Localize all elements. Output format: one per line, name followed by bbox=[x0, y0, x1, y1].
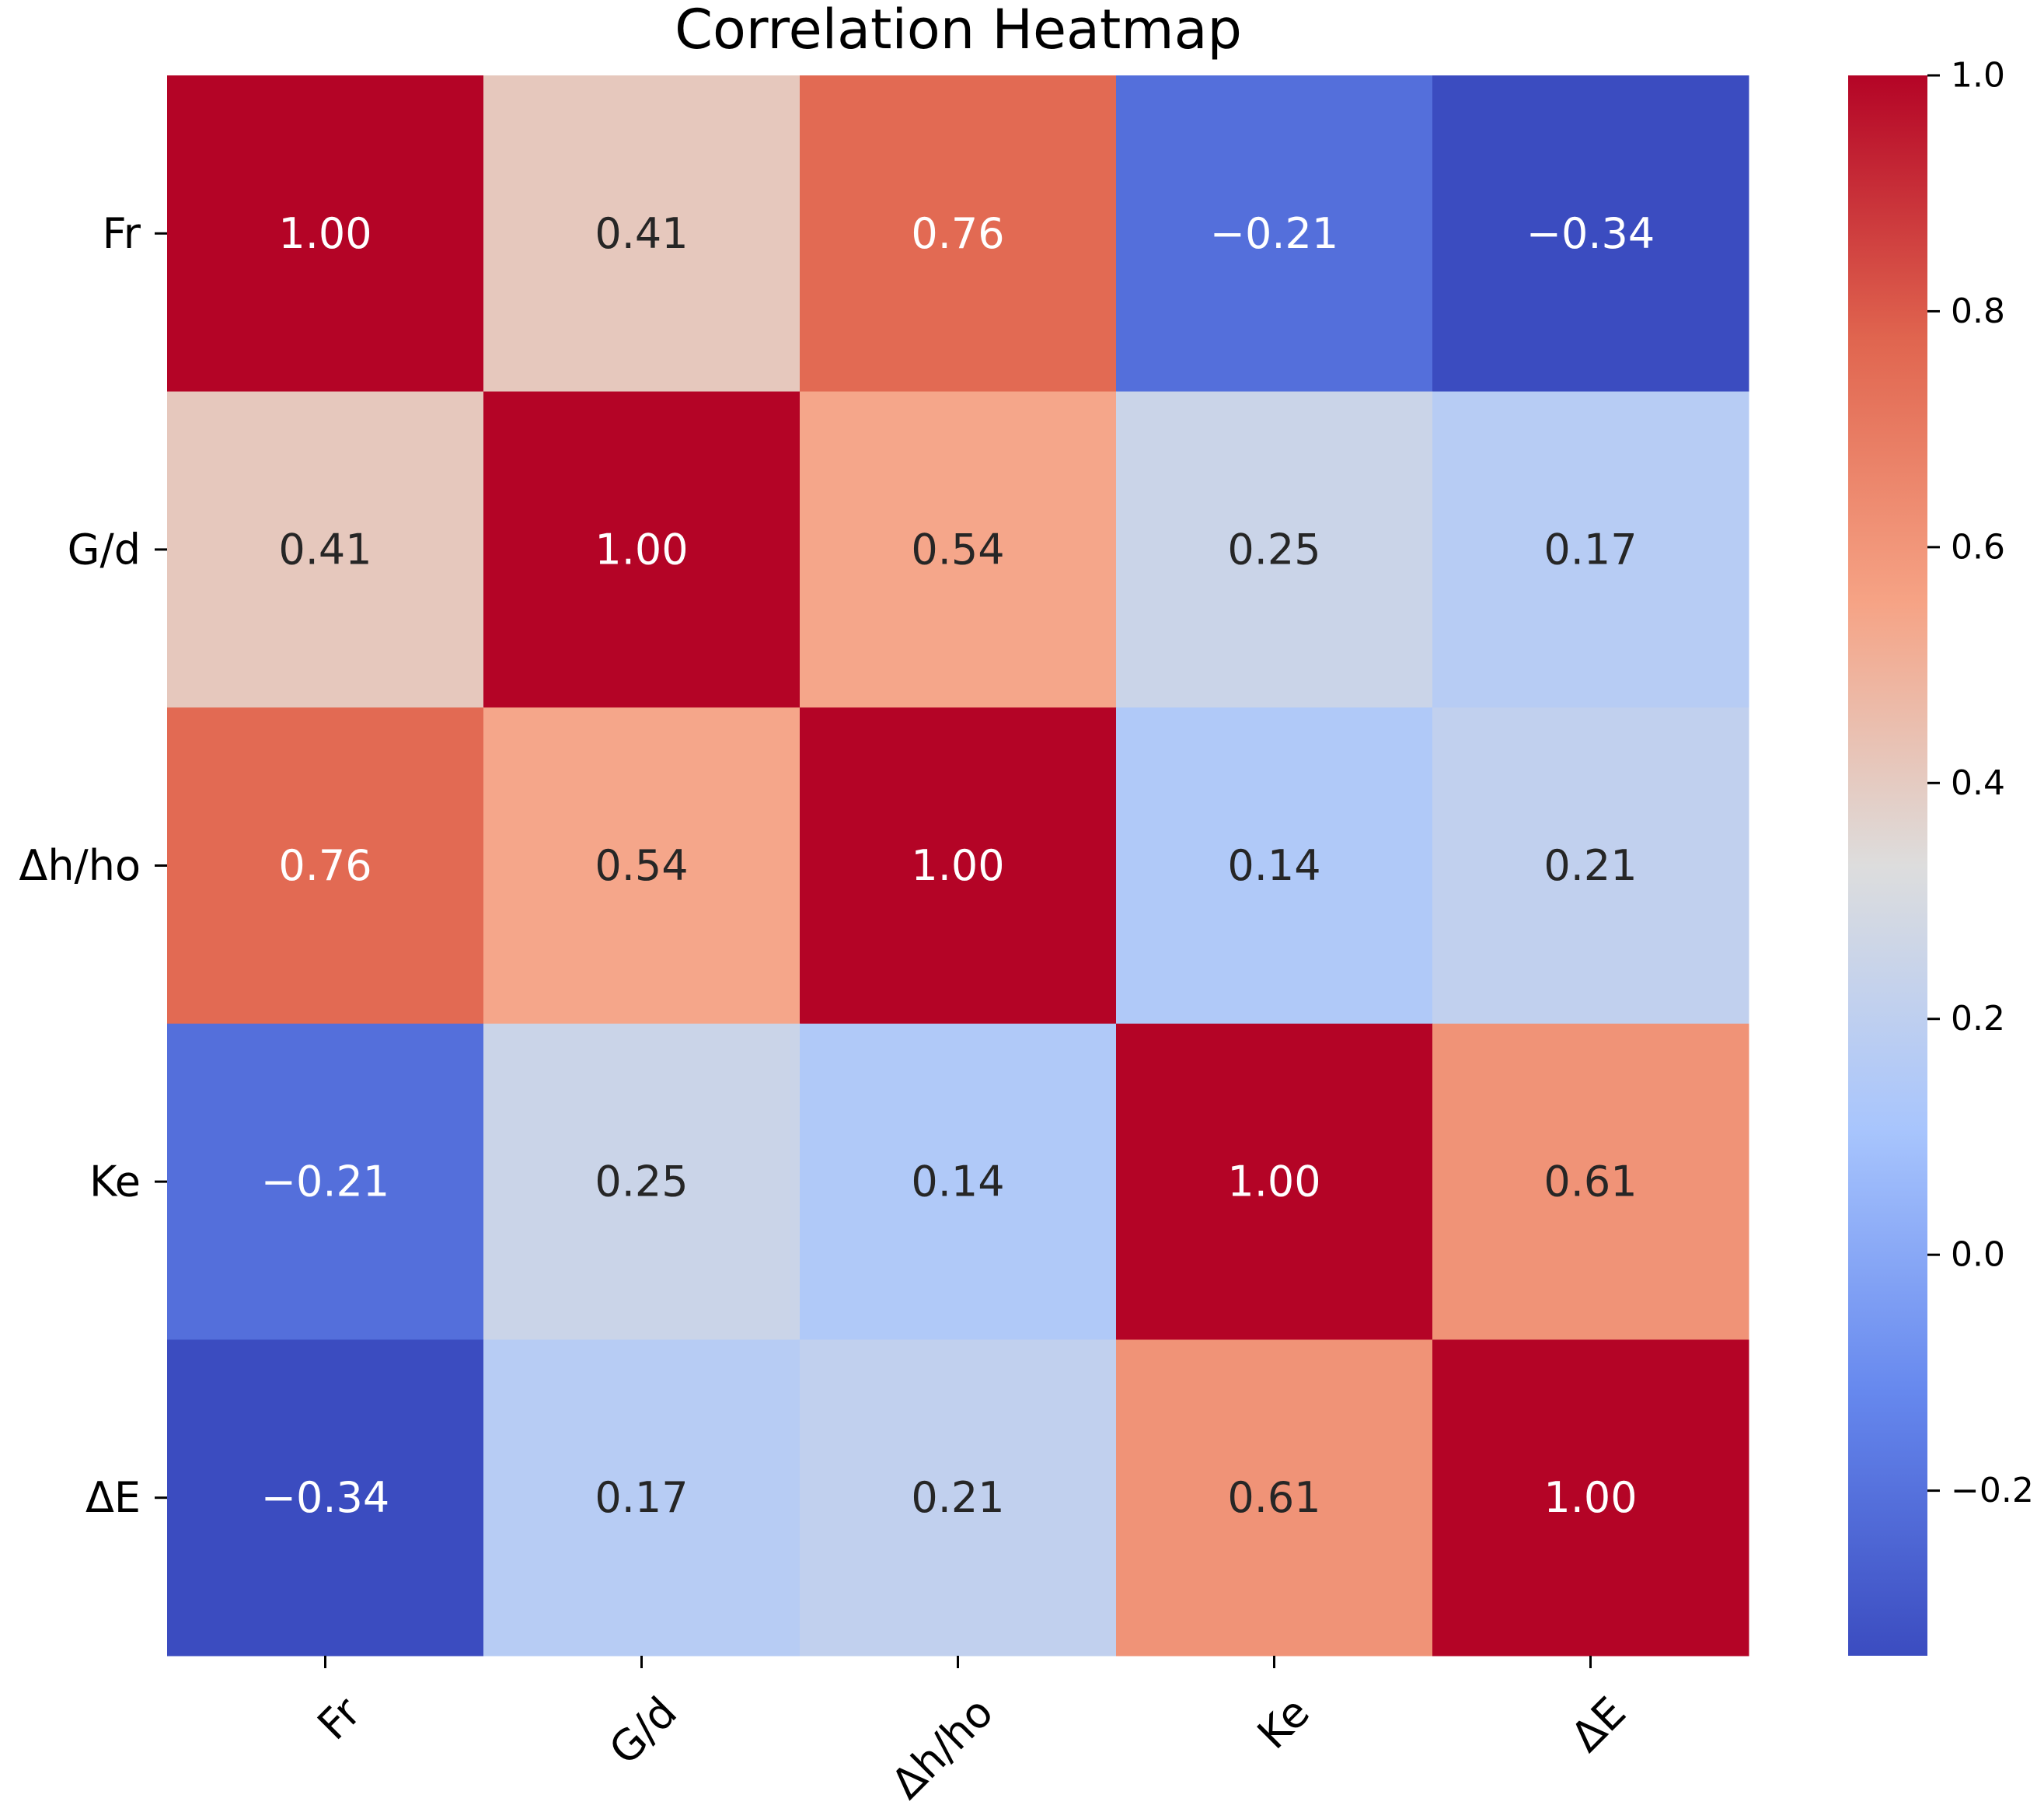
heatmap-cell bbox=[1432, 1023, 1749, 1340]
colorbar-gradient bbox=[1848, 75, 1927, 1656]
y-tick-label: Fr bbox=[103, 209, 141, 258]
cell-value-label: 0.21 bbox=[911, 1473, 1004, 1522]
x-tick-label: Δh/ho bbox=[882, 1688, 1003, 1808]
cell-value-label: −0.21 bbox=[1210, 209, 1338, 258]
cell-value-label: 1.00 bbox=[1543, 1473, 1637, 1522]
heatmap-cell bbox=[483, 707, 801, 1025]
cell-value-label: 0.54 bbox=[595, 841, 688, 890]
colorbar-tick-label: 0.4 bbox=[1951, 763, 2005, 803]
cell-value-label: −0.34 bbox=[1526, 209, 1655, 258]
cell-value-label: 1.00 bbox=[1227, 1157, 1320, 1206]
heatmap-cell bbox=[1116, 707, 1433, 1025]
cell-value-label: 0.41 bbox=[278, 525, 371, 574]
x-tick-label: G/d bbox=[600, 1688, 686, 1774]
heatmap-cell bbox=[800, 1339, 1117, 1657]
heatmap-cell bbox=[1116, 1023, 1433, 1340]
colorbar-tick-label: 0.2 bbox=[1951, 999, 2005, 1039]
heatmap-cell bbox=[167, 1339, 484, 1657]
y-tick-label: G/d bbox=[68, 525, 141, 574]
colorbar-tick-label: 0.8 bbox=[1951, 292, 2005, 331]
heatmap-cell bbox=[800, 75, 1117, 393]
heatmap-cell bbox=[800, 1023, 1117, 1340]
heatmap-cell bbox=[1432, 75, 1749, 393]
x-tick-label: ΔE bbox=[1561, 1688, 1635, 1761]
heatmap-cell bbox=[167, 707, 484, 1025]
y-tick-label: Ke bbox=[89, 1157, 141, 1206]
cell-value-label: 0.61 bbox=[1543, 1157, 1637, 1206]
heatmap-cell bbox=[483, 1339, 801, 1657]
heatmap-cell bbox=[483, 75, 801, 393]
y-tick-label: Δh/ho bbox=[19, 841, 141, 890]
heatmap-cell bbox=[1432, 707, 1749, 1025]
heatmap-cell bbox=[1432, 1339, 1749, 1657]
cell-value-label: 1.00 bbox=[278, 209, 371, 258]
cell-value-label: 0.61 bbox=[1227, 1473, 1320, 1522]
heatmap-cell bbox=[167, 391, 484, 708]
heatmap-cell bbox=[167, 1023, 484, 1340]
chart-title: Correlation Heatmap bbox=[675, 0, 1242, 61]
cell-value-label: 0.25 bbox=[1227, 525, 1320, 574]
y-tick-label: ΔE bbox=[85, 1473, 141, 1522]
heatmap-cell bbox=[483, 391, 801, 708]
heatmap-cells: 1.00 0.41 0.76 −0.21 −0.34 0.41 1.00 0.54 0.25 0.… bbox=[167, 75, 1749, 1657]
cell-value-label: 0.25 bbox=[595, 1157, 688, 1206]
cell-value-label: 0.17 bbox=[1543, 525, 1637, 574]
heatmap-cell bbox=[483, 1023, 801, 1340]
cell-value-label: 0.21 bbox=[1543, 841, 1637, 890]
cell-value-label: −0.34 bbox=[261, 1473, 389, 1522]
colorbar-tick-label: 0.0 bbox=[1951, 1235, 2005, 1275]
heatmap-cell bbox=[167, 75, 484, 393]
heatmap-cell bbox=[800, 391, 1117, 708]
heatmap-cell bbox=[1116, 75, 1433, 393]
cell-value-label: 0.41 bbox=[595, 209, 688, 258]
x-tick-label: Fr bbox=[309, 1687, 371, 1749]
heatmap-cell bbox=[1116, 1339, 1433, 1657]
colorbar-tick-label: 1.0 bbox=[1951, 56, 2005, 96]
cell-value-label: −0.21 bbox=[261, 1157, 389, 1206]
heatmap-cell bbox=[1116, 391, 1433, 708]
cell-value-label: 0.76 bbox=[911, 209, 1004, 258]
cell-value-label: 1.00 bbox=[595, 525, 688, 574]
cell-value-label: 0.14 bbox=[911, 1157, 1004, 1206]
cell-value-label: 0.14 bbox=[1227, 841, 1320, 890]
colorbar: −0.2 0.0 0.2 0.4 0.6 0.8 1.0 bbox=[1848, 56, 2034, 1656]
cell-value-label: 0.54 bbox=[911, 525, 1004, 574]
heatmap-cell bbox=[1432, 391, 1749, 708]
cell-value-label: 1.00 bbox=[911, 841, 1004, 890]
heatmap-cell bbox=[800, 707, 1117, 1025]
colorbar-tick-label: 0.6 bbox=[1951, 527, 2005, 567]
x-tick-label: Ke bbox=[1248, 1688, 1319, 1758]
colorbar-tick-label: −0.2 bbox=[1951, 1471, 2034, 1510]
cell-value-label: 0.76 bbox=[278, 841, 371, 890]
cell-value-label: 0.17 bbox=[595, 1473, 688, 1522]
